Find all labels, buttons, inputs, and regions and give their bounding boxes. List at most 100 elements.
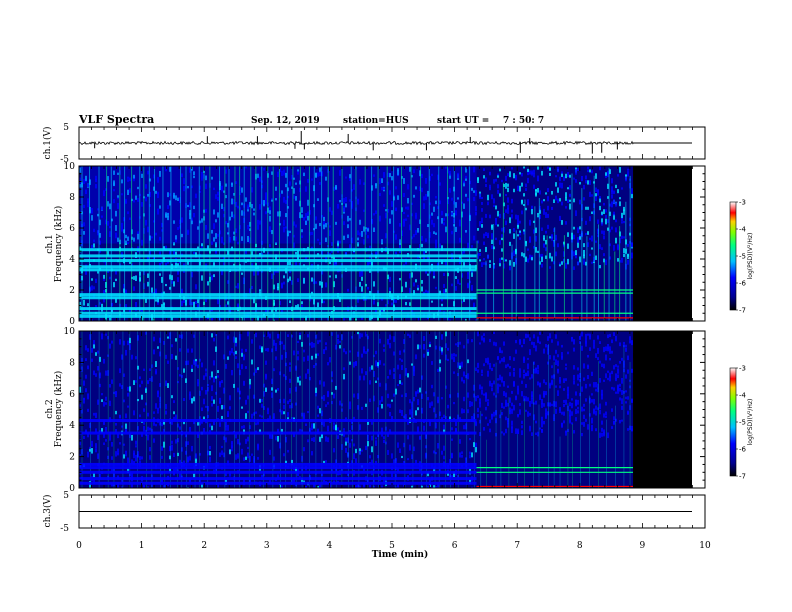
spectrogram-speckle [525,188,527,192]
spectrogram-speckle [431,212,433,216]
spectrogram-speckle [263,200,265,206]
spectrogram-speckle [157,411,159,414]
spectrogram-speckle [301,301,303,305]
spectrogram-speckle [407,373,409,378]
spectrogram-speckle [615,378,617,382]
spectrogram-speckle [111,340,113,344]
spectrogram-speckle [615,418,617,422]
spectrogram-speckle [587,242,589,248]
spectrogram-speckle [421,187,423,193]
spectrogram-speckle [603,413,605,418]
spectrogram-speckle [409,409,411,415]
spectrogram-speckle [403,461,405,465]
spectrogram-speckle [443,289,445,295]
spectrogram-speckle [577,406,579,410]
spectrogram-speckle [85,374,87,379]
spectrogram-speckle [367,434,369,441]
spectrogram-speckle [363,375,365,381]
spectrogram-speckle [627,369,629,374]
spectrogram-speckle [319,483,321,488]
colorbar-tick-label: -6 [739,280,747,288]
spectrogram-speckle [391,210,393,215]
spectrogram-speckle [493,392,495,396]
spectrogram-speckle [603,235,605,240]
spectrogram-speckle [205,183,207,190]
spectrogram-speckle [517,219,519,226]
spectrogram-speckle [157,296,159,303]
spectrogram-speckle [599,403,601,410]
spectrogram-speckle [309,210,311,215]
spectrogram-image [79,331,692,488]
spectrogram-speckle [547,349,549,355]
spectrogram-speckle [279,166,281,171]
spectrogram-speckle [565,192,567,199]
spectrogram-speckle [127,242,129,245]
spectrogram-speckle [233,199,235,205]
spectrogram-speckle [631,193,633,199]
spectrogram-speckle [601,230,603,234]
spectrogram-speckle [563,420,565,424]
spectrogram-speckle [525,183,527,188]
spectrogram-speckle [609,211,611,216]
spectrogram-speckle [209,375,211,380]
spectrogram-speckle [281,190,283,194]
spectrogram-speckle [201,218,203,223]
spectrogram-speckle [449,459,451,465]
spectrogram-speckle [221,236,223,242]
spectrogram-speckle [387,376,389,379]
spectrogram-speckle [575,250,577,256]
colorbar-gradient [729,201,737,311]
spectrogram-speckle [497,210,499,217]
spectrogram-speckle [579,236,581,240]
spectrogram-speckle [435,335,437,339]
spectrogram-speckle [147,281,149,287]
spectrogram-speckle [617,388,619,394]
spectrogram-speckle [427,351,429,356]
spectrogram-speckle [449,170,451,176]
spectrogram-speckle [443,445,445,451]
spectrogram-speckle [235,356,237,359]
spectrogram-speckle [215,391,217,395]
spectrogram-speckle [497,173,499,177]
spectrogram-speckle [597,230,599,235]
spectrogram-speckle [435,486,437,488]
spectrogram-speckle [103,401,105,407]
spectrogram-speckle [573,347,575,352]
spectrogram-speckle [229,216,231,221]
figure-title: VLF Spectra [78,113,154,126]
spectrogram-speckle [437,368,439,372]
spectrogram-speckle [481,373,483,376]
spectrogram-speckle [609,333,611,338]
spectrogram-speckle [297,171,299,175]
spectrogram-speckle [477,407,479,413]
spectrogram-speckle [511,420,513,426]
narrowband-line [79,268,477,272]
spectrogram-speckle [479,432,481,437]
spectrogram-speckle [493,204,495,208]
spectrogram-speckle [213,337,215,342]
spectrogram-speckle [623,236,625,239]
spectrogram-speckle [117,433,119,439]
spectrogram-speckle [211,371,213,378]
spectrogram-speckle [477,414,479,418]
spectrogram-speckle [619,397,621,401]
spectrogram-speckle [543,238,545,241]
spectrogram-speckle [207,450,209,456]
spectrogram-speckle [305,315,307,321]
spectrogram-speckle [407,435,409,440]
spectrogram-speckle [543,235,545,239]
spectrogram-speckle [195,193,197,199]
spectrogram-speckle [153,438,155,443]
spectrogram-speckle [237,455,239,459]
spectrogram-speckle [363,226,365,232]
spectrogram-speckle [507,187,509,193]
spectrogram-speckle [463,345,465,349]
spectrogram-speckle [521,252,523,257]
date-label: Sep. 12, 2019 [251,116,320,126]
spectrogram-speckle [361,230,363,237]
spectrogram-speckle [499,258,501,264]
spectrogram-speckle [357,237,359,241]
spectrogram-speckle [309,376,311,381]
spectrogram-speckle [555,408,557,414]
spectrogram-speckle [295,182,297,185]
